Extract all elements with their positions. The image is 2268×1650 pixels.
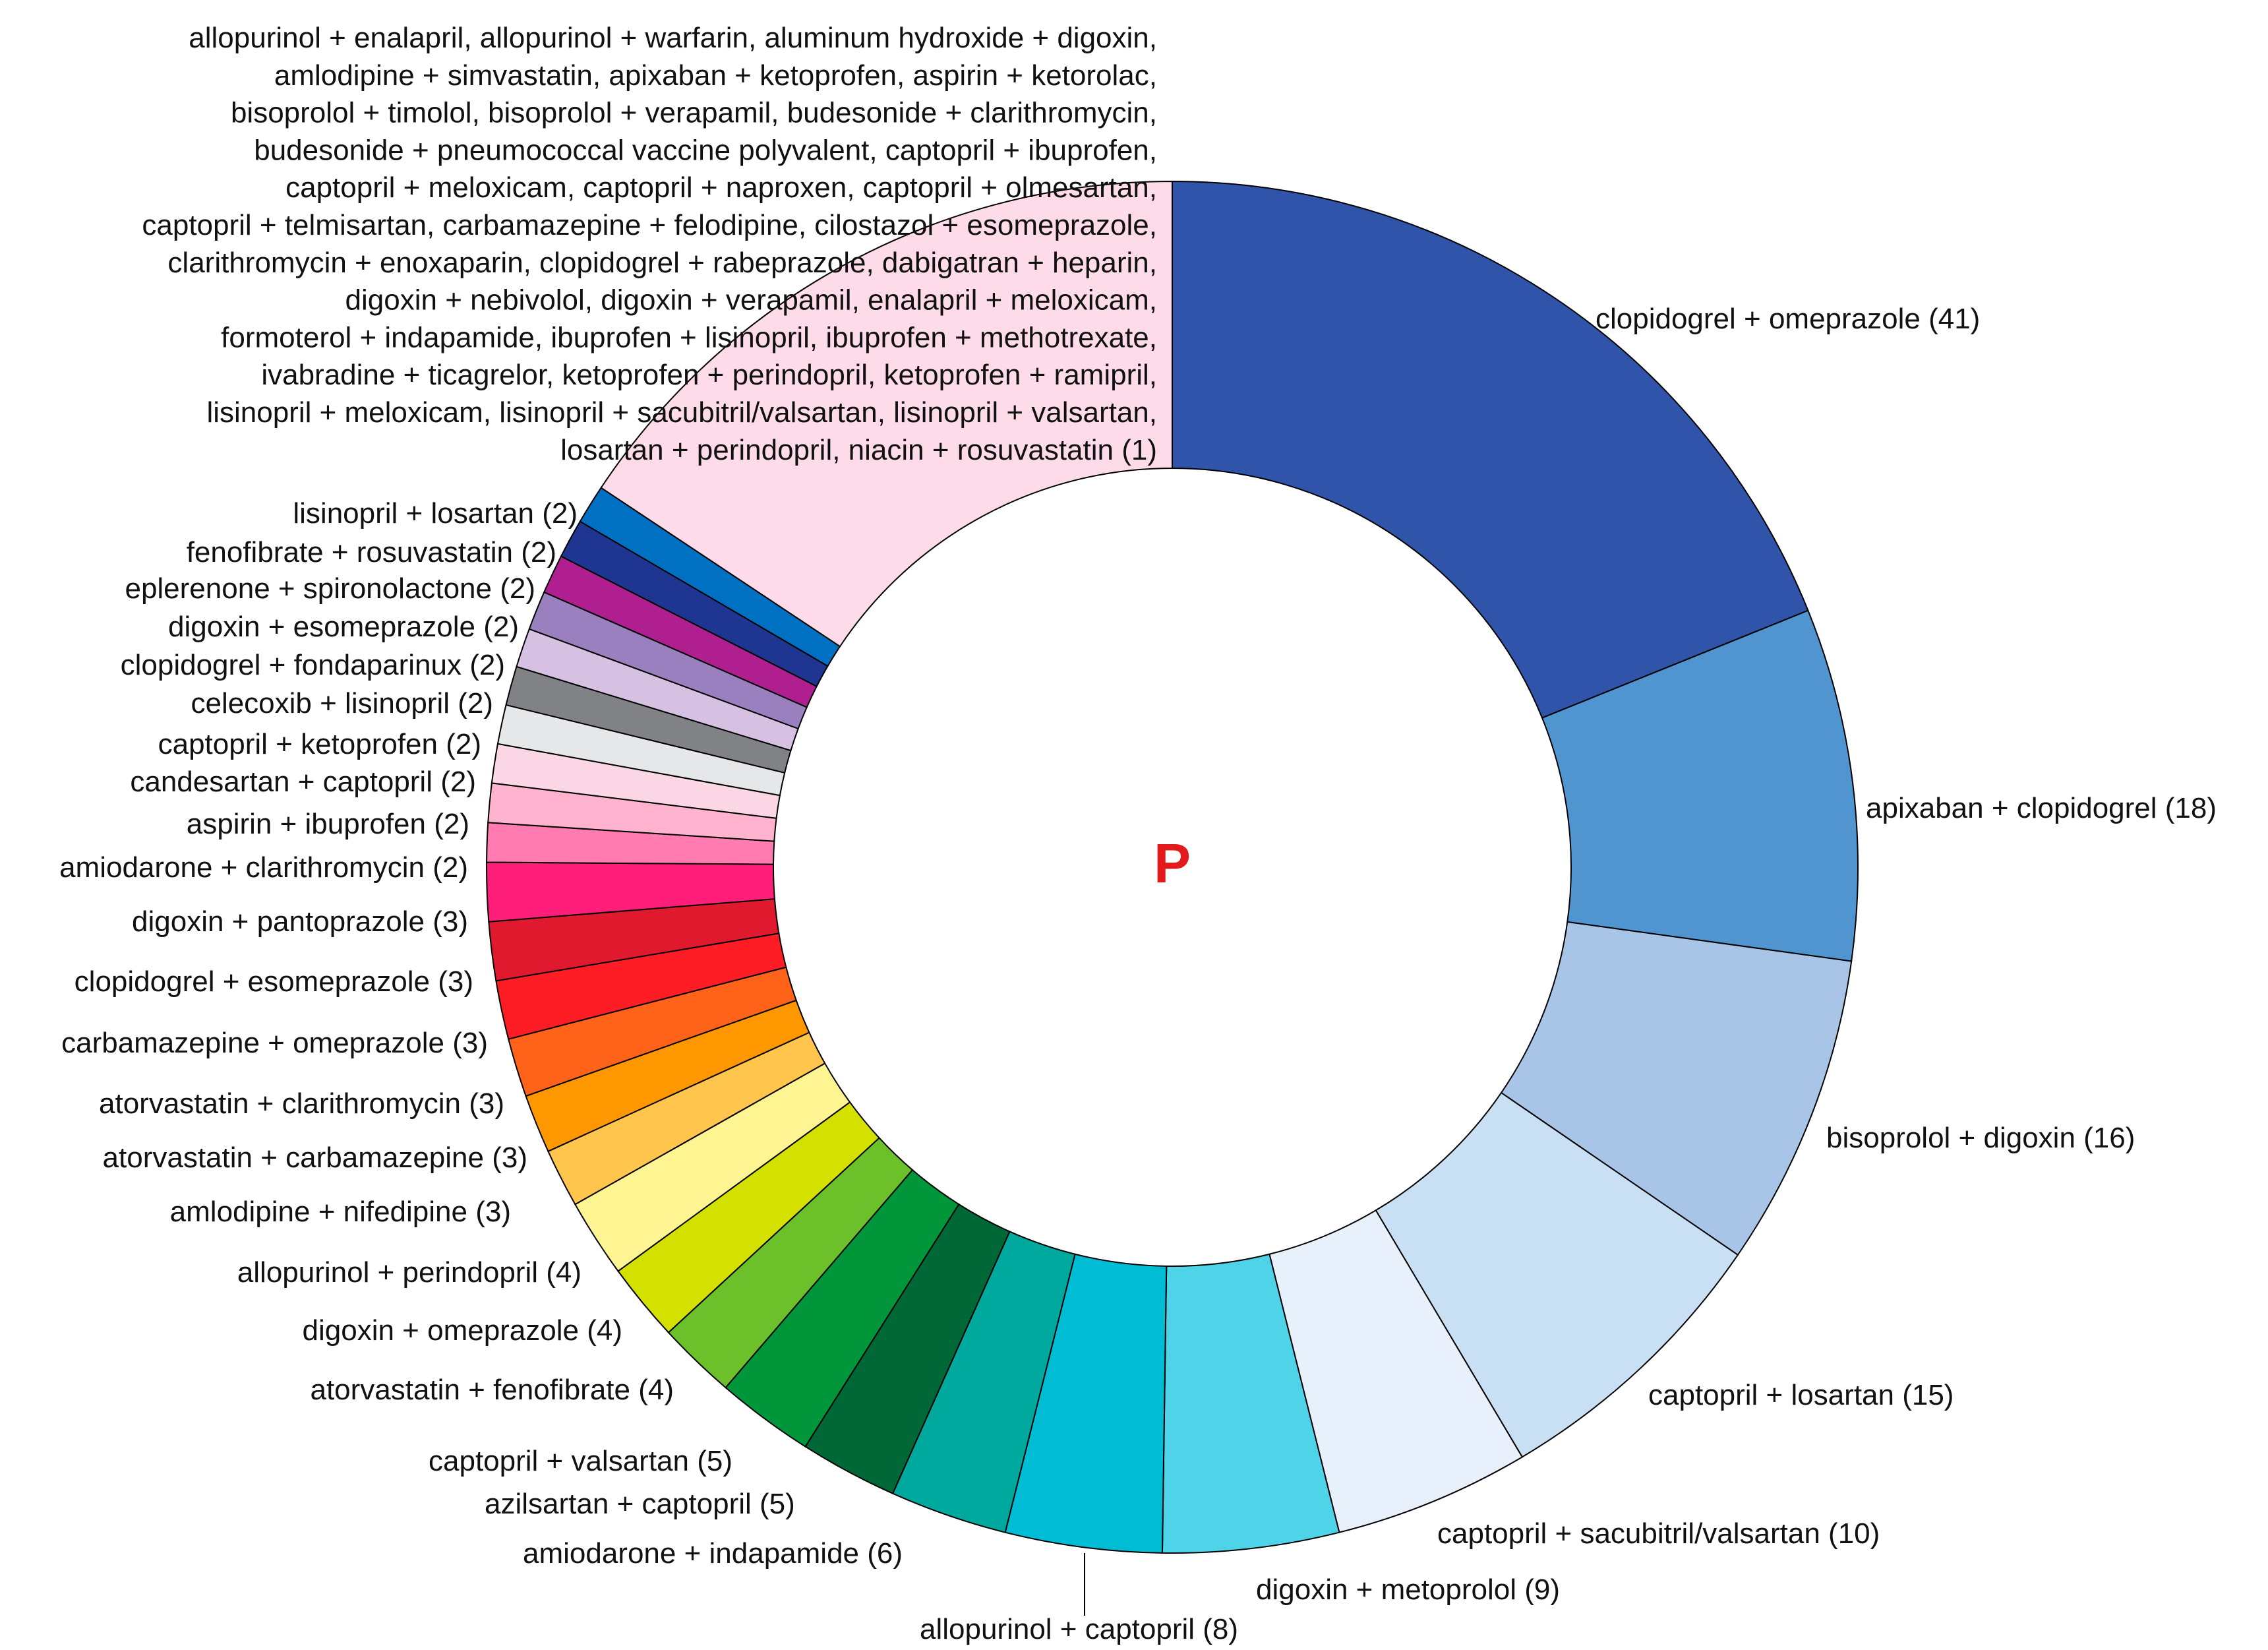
slice-label-clopidogrel-esomeprazole: clopidogrel + esomeprazole (3) (75, 965, 473, 998)
grouped-slice-label-line: lisinopril + meloxicam, lisinopril + sac… (206, 396, 1157, 429)
slice-label-allopurinol-perindopril: allopurinol + perindopril (4) (237, 1256, 582, 1289)
slice-label-captopril-losartan: captopril + losartan (15) (1648, 1379, 1954, 1411)
slice-label-digoxin-metoprolol: digoxin + metoprolol (9) (1256, 1574, 1560, 1606)
slice-label-candesartan-captopril: candesartan + captopril (2) (130, 766, 476, 798)
slice-label-bisoprolol-digoxin: bisoprolol + digoxin (16) (1826, 1122, 2135, 1154)
labels-layer: clopidogrel + omeprazole (41) apixaban + … (59, 22, 2217, 1645)
grouped-slice-label-line: amlodipine + simvastatin, apixaban + ket… (274, 59, 1157, 92)
slice-label-carbamazepine-omeprazole: carbamazepine + omeprazole (3) (61, 1027, 488, 1059)
slice-label-captopril-ketoprofen: captopril + ketoprofen (2) (158, 728, 481, 760)
slice-apixaban-clopidogrel (1541, 609, 1859, 962)
grouped-slice-label-line: allopurinol + enalapril, allopurinol + w… (189, 22, 1157, 54)
grouped-slice-label-line: budesonide + pneumococcal vaccine polyva… (254, 134, 1157, 166)
slice-label-digoxin-esomeprazole: digoxin + esomeprazole (2) (168, 611, 519, 643)
slice-clopidogrel-omeprazole (1172, 180, 1809, 719)
slice-label-fenofibrate-rosuvastatin: fenofibrate + rosuvastatin (2) (187, 536, 556, 568)
grouped-slice-label-line: captopril + meloxicam, captopril + napro… (285, 171, 1157, 204)
slice-label-clopidogrel-omeprazole: clopidogrel + omeprazole (41) (1596, 303, 1980, 335)
grouped-slice-label-line: clarithromycin + enoxaparin, clopidogrel… (167, 247, 1157, 279)
grouped-slice-label-line: bisoprolol + timolol, bisoprolol + verap… (231, 97, 1157, 129)
slice-label-amiodarone-clarithromycin: amiodarone + clarithromycin (2) (59, 851, 468, 884)
slice-label-digoxin-pantoprazole: digoxin + pantoprazole (3) (132, 905, 468, 938)
slice-allopurinol-enalapril-allopurinol-warfarin-aluminum-hydroxid (600, 180, 1173, 648)
slice-label-apixaban-clopidogrel: apixaban + clopidogrel (18) (1866, 792, 2217, 824)
slices-layer (486, 180, 1859, 1554)
slice-label-captopril-valsartan: captopril + valsartan (5) (429, 1445, 732, 1477)
slice-label-digoxin-omeprazole: digoxin + omeprazole (4) (303, 1314, 622, 1347)
slice-label-captopril-sacubitril-valsartan: captopril + sacubitril/valsartan (10) (1437, 1517, 1880, 1550)
slice-label-allopurinol-captopril: allopurinol + captopril (8) (920, 1613, 1238, 1645)
slice-label-celecoxib-lisinopril: celecoxib + lisinopril (2) (191, 687, 493, 719)
grouped-slice-label-line: ivabradine + ticagrelor, ketoprofen + pe… (261, 359, 1157, 391)
slice-label-atorvastatin-clarithromycin: atorvastatin + clarithromycin (3) (99, 1087, 504, 1120)
grouped-slice-label-line: captopril + telmisartan, carbamazepine +… (142, 209, 1157, 241)
slice-label-amlodipine-nifedipine: amlodipine + nifedipine (3) (170, 1196, 511, 1228)
slice-label-azilsartan-captopril: azilsartan + captopril (5) (485, 1488, 795, 1520)
slice-label-atorvastatin-carbamazepine: atorvastatin + carbamazepine (3) (103, 1142, 527, 1174)
grouped-slice-label-line: losartan + perindopril, niacin + rosuvas… (560, 434, 1157, 466)
slice-label-clopidogrel-fondaparinux: clopidogrel + fondaparinux (2) (121, 649, 505, 681)
center-label: P (1154, 832, 1191, 894)
grouped-slice-label-line: digoxin + nebivolol, digoxin + verapamil… (345, 284, 1157, 317)
slice-label-aspirin-ibuprofen: aspirin + ibuprofen (2) (187, 808, 469, 840)
slice-label-amiodarone-indapamide: amiodarone + indapamide (6) (523, 1537, 903, 1570)
grouped-slice-label-line: formoterol + indapamide, ibuprofen + lis… (221, 321, 1157, 353)
slice-label-eplerenone-spironolactone: eplerenone + spironolactone (2) (125, 572, 535, 605)
slice-label-lisinopril-losartan: lisinopril + losartan (2) (293, 497, 578, 530)
slice-label-atorvastatin-fenofibrate: atorvastatin + fenofibrate (4) (310, 1374, 674, 1406)
